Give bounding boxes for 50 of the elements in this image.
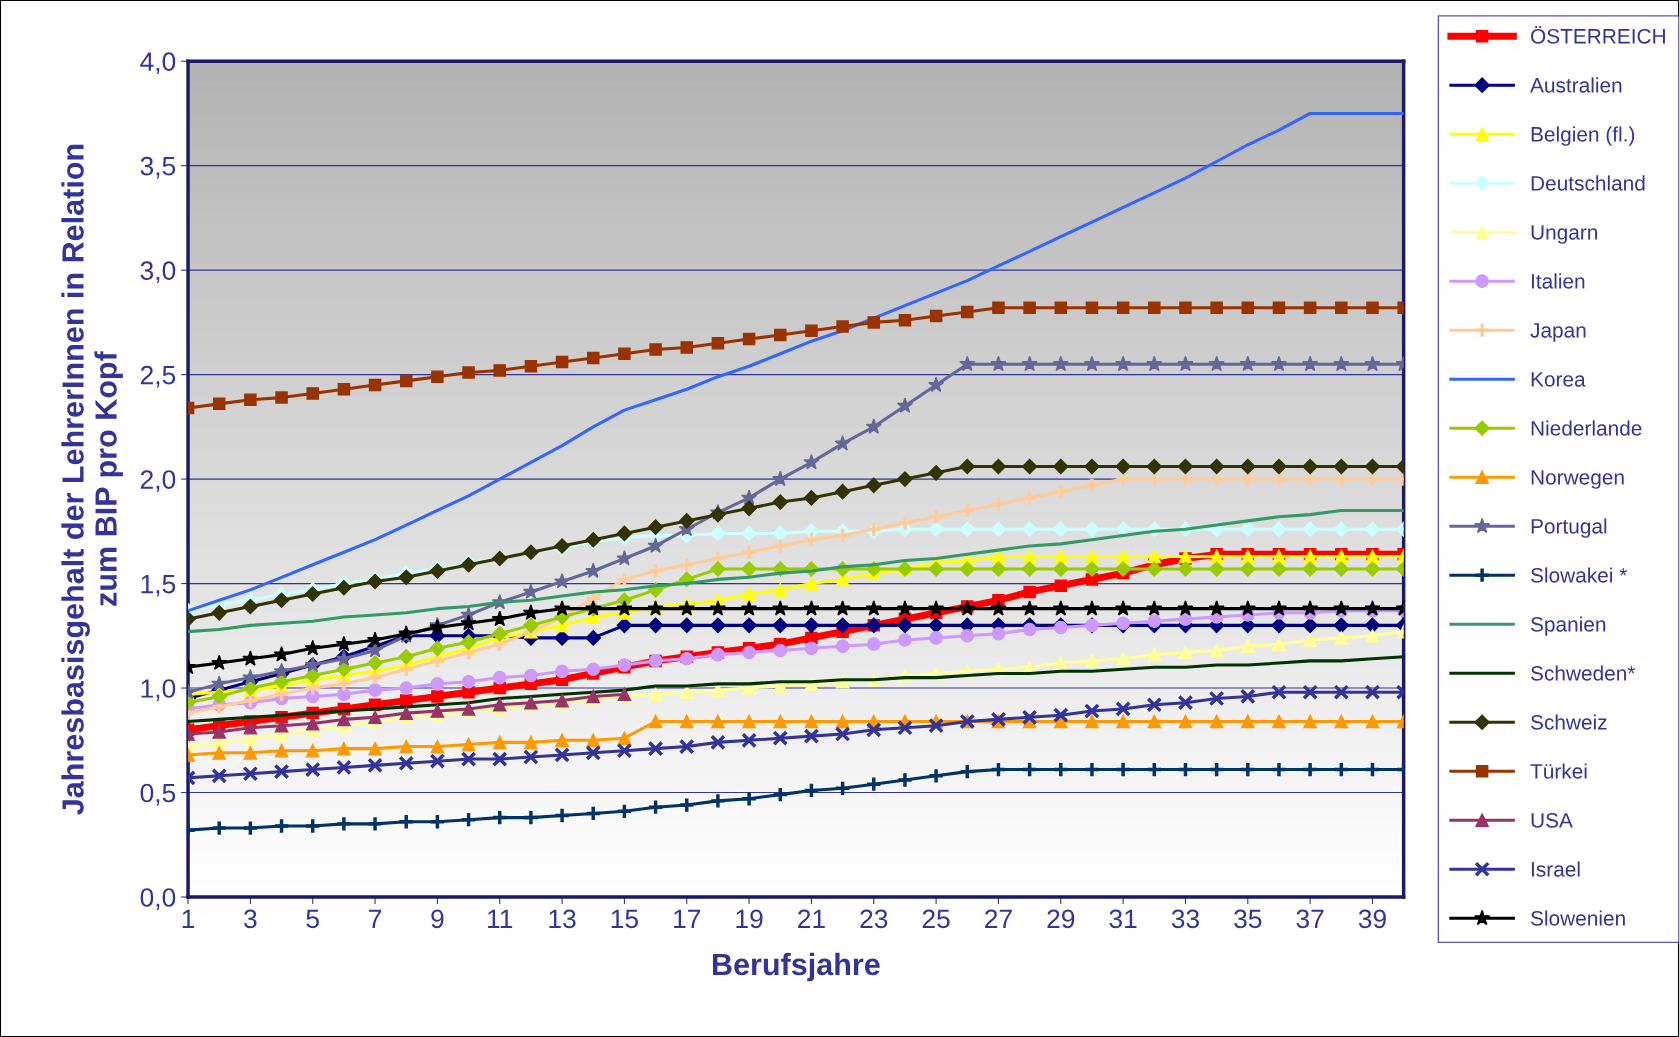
legend-label: Niederlande bbox=[1531, 420, 1642, 436]
x-tick-label: 19 bbox=[736, 909, 763, 929]
x-tick-label: 37 bbox=[1296, 909, 1324, 929]
x-axis-title: Berufsjahre bbox=[712, 952, 880, 982]
legend-label: Deutschland bbox=[1531, 175, 1645, 191]
legend-label: Belgien (fl.) bbox=[1531, 126, 1635, 146]
y-axis-title: Jahresbasisgehalt der LehrerInnen in Relation zum BIP pro Kopf bbox=[61, 144, 123, 815]
y-tick-label: 3,5 bbox=[140, 156, 176, 179]
legend-label: Spanien bbox=[1530, 616, 1606, 636]
legend-label: Japan bbox=[1530, 323, 1586, 342]
x-tick-label: 1 bbox=[182, 909, 195, 928]
legend-label: ÖSTERREICH bbox=[1531, 26, 1665, 44]
y-tick-label: 2,0 bbox=[140, 470, 176, 493]
y-tick-label: 3,0 bbox=[140, 261, 176, 284]
legend-label: Schweden* bbox=[1530, 665, 1636, 681]
legend-label: Schweiz bbox=[1530, 714, 1607, 730]
legend-label: Norwegen bbox=[1531, 470, 1624, 489]
legend-label: Italien bbox=[1531, 273, 1585, 289]
x-tick-label: 39 bbox=[1358, 909, 1386, 929]
x-tick-label: 9 bbox=[431, 909, 444, 929]
legend-label: Australien bbox=[1530, 77, 1622, 93]
y-tick-label: 2,5 bbox=[140, 365, 176, 388]
x-tick-label: 11 bbox=[488, 909, 513, 928]
x-tick-label: 27 bbox=[985, 909, 1012, 928]
legend-label: Türkei bbox=[1530, 763, 1587, 779]
x-tick-label: 29 bbox=[1047, 909, 1075, 929]
x-tick-label: 23 bbox=[860, 909, 888, 929]
legend-label: Korea bbox=[1531, 372, 1586, 387]
legend-label: Portugal bbox=[1531, 518, 1607, 538]
x-tick-label: 15 bbox=[611, 909, 638, 929]
x-tick-label: 25 bbox=[922, 909, 950, 929]
x-tick-label: 35 bbox=[1234, 909, 1262, 929]
x-tick-label: 21 bbox=[798, 909, 825, 928]
x-tick-label: 31 bbox=[1109, 909, 1137, 929]
y-tick-label: 0,0 bbox=[140, 888, 176, 910]
x-tick-label: 5 bbox=[306, 909, 319, 929]
legend-label: Slowenien bbox=[1530, 910, 1625, 926]
legend-label: USA bbox=[1531, 812, 1573, 828]
y-tick-label: 1,5 bbox=[141, 574, 176, 597]
x-tick-label: 13 bbox=[549, 909, 576, 929]
legend-label: Israel bbox=[1531, 861, 1580, 877]
y-tick-label: 1,0 bbox=[141, 679, 176, 701]
x-tick-label: 7 bbox=[369, 909, 382, 928]
legend-label: Ungarn bbox=[1531, 225, 1598, 244]
x-tick-label: 17 bbox=[674, 909, 701, 928]
y-tick-label: 4,0 bbox=[140, 52, 176, 75]
legend-label: Slowakei * bbox=[1530, 567, 1627, 583]
x-tick-label: 3 bbox=[244, 909, 257, 929]
y-tick-label: 0,5 bbox=[140, 783, 176, 806]
x-tick-label: 33 bbox=[1171, 909, 1199, 929]
